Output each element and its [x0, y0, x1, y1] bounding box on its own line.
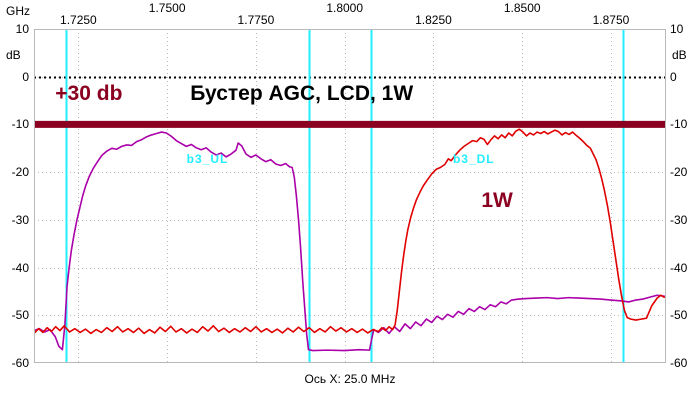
y-tick-label: 0	[22, 69, 29, 84]
x-tick-label: 1.7250	[60, 13, 97, 27]
trace-lines	[34, 128, 666, 352]
y-tick-label: 0	[670, 69, 677, 84]
y-tick-label: 10	[670, 22, 684, 36]
y-tick-label: -10	[670, 117, 688, 132]
x-tick-label: 1.8750	[592, 13, 630, 27]
spectrum-plot-svg	[34, 29, 666, 363]
y-tick-label: -30	[11, 212, 29, 227]
plot-border	[34, 29, 666, 363]
y-tick-label: -10	[11, 117, 29, 132]
x-tick-label: 1.8500	[503, 1, 541, 15]
y-tick-label: -30	[670, 212, 688, 227]
y-tick-label: -20	[11, 165, 29, 180]
grid-lines	[34, 29, 666, 363]
x-tick-label: 1.7500	[148, 1, 186, 15]
x-axis-caption: Ось X: 25.0 MHz	[304, 372, 396, 386]
x-tick-label: 1.8250	[415, 13, 452, 27]
y-tick-label: -60	[670, 356, 688, 370]
y-tick-label: 10	[15, 22, 29, 36]
y-tick-label: -50	[11, 308, 29, 323]
x-axis-unit-label: GHz	[6, 4, 30, 18]
y-tick-label: -40	[11, 260, 29, 275]
frequency-marker-lines	[65, 29, 625, 363]
y-axis-unit-label-left: dB	[6, 48, 21, 62]
y-axis-unit-label-right: dB	[672, 48, 687, 62]
y-tick-label: -20	[670, 165, 688, 180]
trace-b3_UL	[34, 131, 666, 352]
y-tick-label: -40	[670, 260, 688, 275]
plot-area[interactable]	[34, 29, 666, 363]
x-tick-label: 1.8000	[326, 1, 364, 15]
trace-b3_DL	[34, 128, 666, 335]
x-tick-label: 1.7750	[237, 13, 275, 27]
y-tick-label: -50	[670, 308, 688, 323]
y-tick-label: -60	[11, 356, 29, 370]
